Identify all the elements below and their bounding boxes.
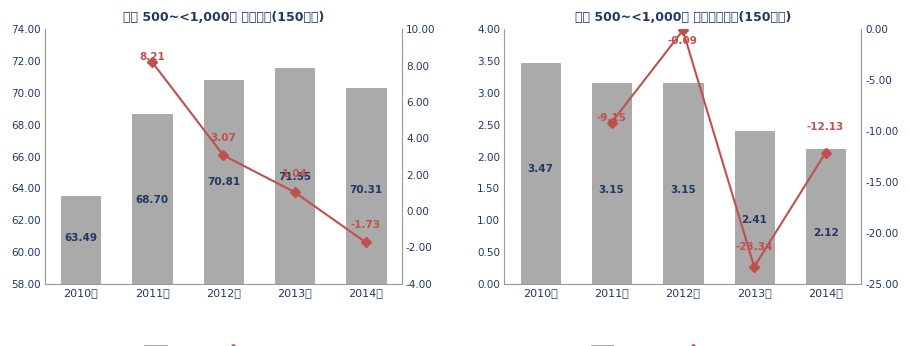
Bar (133, 114, 172, 346)
Text: 71.55: 71.55 (278, 172, 311, 182)
Bar (347, 88, 386, 346)
Legend: 영업이익(조 원), 영업이익증가율(%): 영업이익(조 원), 영업이익증가율(%) (586, 341, 780, 346)
Legend: 매출(조 원), 매출증가율(%): 매출(조 원), 매출증가율(%) (140, 341, 307, 346)
Text: 70.31: 70.31 (349, 185, 382, 195)
Text: -9.15: -9.15 (597, 112, 626, 122)
Bar (204, 80, 243, 346)
Text: -12.13: -12.13 (807, 122, 844, 133)
Bar (592, 83, 632, 284)
Bar (663, 83, 703, 284)
Bar (806, 149, 845, 284)
Text: 8.21: 8.21 (139, 52, 165, 62)
Text: 63.49: 63.49 (65, 233, 97, 243)
Text: 3.07: 3.07 (210, 133, 237, 143)
Title: 고용 500~<1,000명 매출추이(150개사): 고용 500~<1,000명 매출추이(150개사) (123, 11, 324, 24)
Bar (734, 130, 773, 284)
Text: -0.09: -0.09 (668, 36, 698, 46)
Text: 68.70: 68.70 (136, 195, 168, 205)
Text: -1.73: -1.73 (351, 220, 381, 230)
Text: 3.47: 3.47 (527, 164, 553, 174)
Title: 고용 500~<1,000명 영업이익추이(150개사): 고용 500~<1,000명 영업이익추이(150개사) (575, 11, 791, 24)
Text: 1.04: 1.04 (282, 170, 308, 180)
Bar (61, 197, 100, 346)
Text: 2.12: 2.12 (813, 228, 838, 238)
Text: -23.34: -23.34 (735, 242, 773, 252)
Bar (521, 63, 560, 284)
Text: 70.81: 70.81 (207, 177, 240, 187)
Text: 3.15: 3.15 (599, 185, 624, 195)
Text: 2.41: 2.41 (742, 215, 767, 225)
Text: 3.15: 3.15 (670, 185, 696, 195)
Bar (275, 69, 314, 346)
